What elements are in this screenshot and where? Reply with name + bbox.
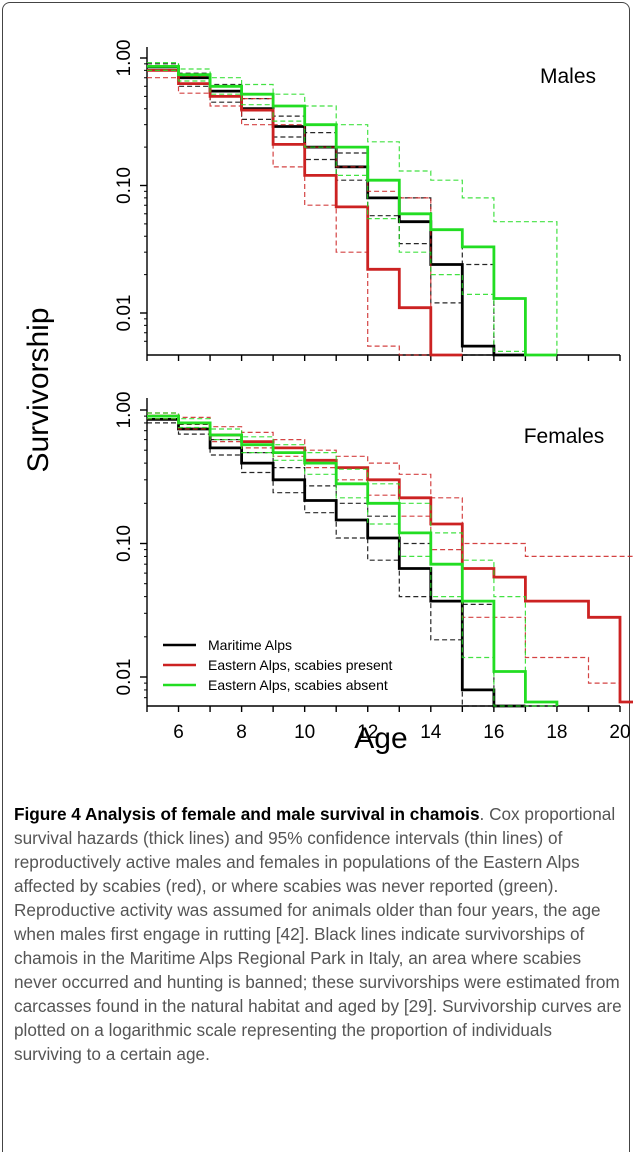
y-axis-label: Survivorship [22, 307, 55, 472]
x-tick-label: 8 [236, 722, 247, 743]
x-tick-label: 16 [483, 722, 504, 743]
ci-lower-line [147, 69, 557, 356]
x-tick-label: 10 [294, 722, 315, 743]
x-tick-label: 14 [420, 722, 442, 743]
caption-text: . Cox proportional survival hazards (thi… [14, 804, 622, 1064]
ci-upper-line [147, 62, 558, 355]
legend-label: Eastern Alps, scabies present [208, 657, 393, 673]
survivorship-figure: 1.00 0.10 0.01 Males 1.00 0.10 0.01 6 8 10 12 14 16… [22, 40, 633, 755]
y-tick-label: 0.01 [114, 659, 135, 696]
x-axis-label: Age [354, 722, 407, 755]
y-tick-label: 1.00 [114, 40, 135, 77]
legend-label: Eastern Alps, scabies absent [208, 677, 388, 693]
survivorship-line [147, 414, 559, 706]
legend: Maritime Alps Eastern Alps, scabies prese… [163, 637, 393, 693]
x-tick-label: 20 [609, 722, 630, 743]
panel-title: Females [524, 425, 605, 448]
series-group [147, 62, 558, 357]
ci-lower-line [147, 418, 557, 707]
x-tick-label: 18 [546, 722, 567, 743]
ci-upper-line [147, 412, 633, 557]
figure-caption: Figure 4 Analysis of female and male sur… [14, 802, 622, 1066]
caption-title: Figure 4 Analysis of female and male sur… [14, 804, 480, 824]
y-tick-label: 0.01 [114, 295, 135, 332]
y-tick-label: 0.10 [114, 167, 135, 204]
ci-upper-line [147, 412, 558, 706]
series-group [147, 412, 559, 707]
ci-lower-line [147, 77, 463, 356]
x-tick-label: 6 [173, 722, 184, 743]
panel-title: Males [540, 65, 596, 88]
y-tick-label: 0.10 [114, 525, 135, 562]
y-tick-label: 1.00 [114, 392, 135, 429]
females-panel: 1.00 0.10 0.01 6 8 10 12 14 16 18 20 Females [114, 392, 633, 743]
males-panel: 1.00 0.10 0.01 Males [114, 40, 621, 361]
legend-label: Maritime Alps [208, 637, 292, 653]
x-tick-label: 12 [357, 722, 378, 743]
survivorship-line [147, 65, 557, 357]
